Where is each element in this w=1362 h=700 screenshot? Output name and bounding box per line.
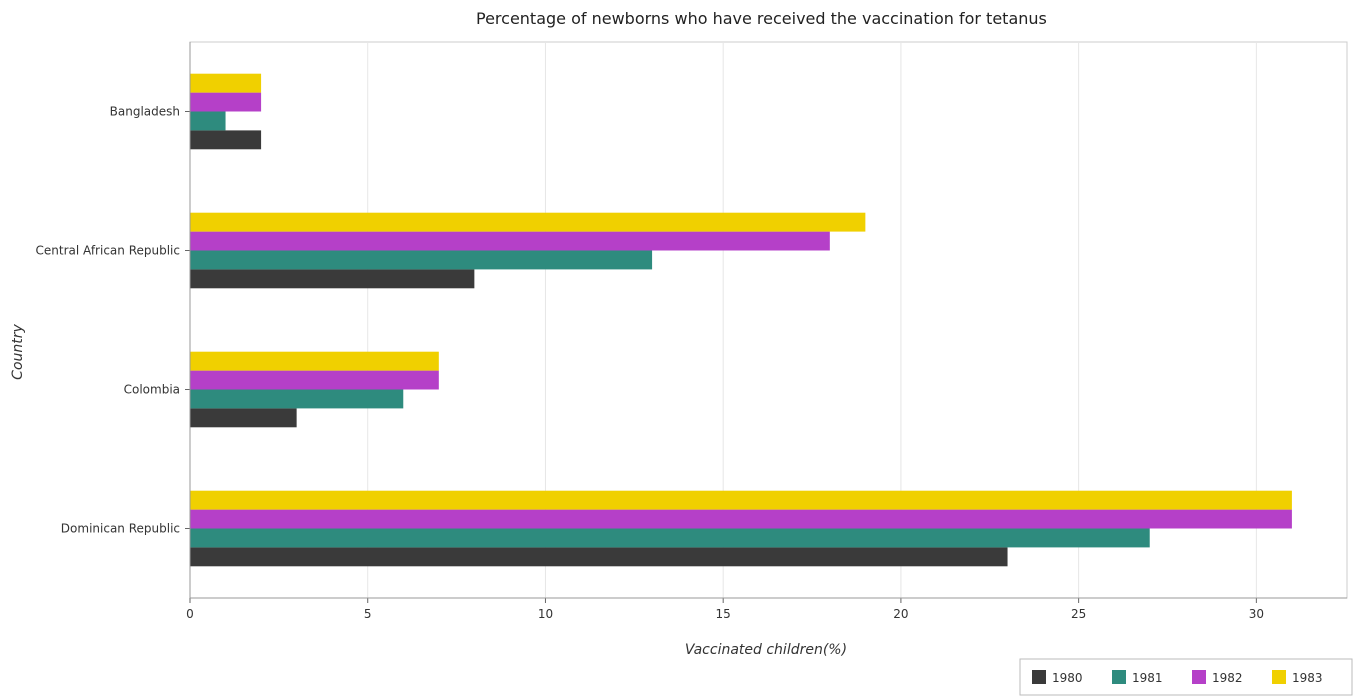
x-tick-label: 5: [364, 607, 372, 621]
bar: [190, 111, 226, 131]
bar: [190, 231, 830, 251]
y-tick-label: Bangladesh: [110, 105, 180, 119]
bar: [190, 73, 262, 93]
legend-swatch: [1192, 670, 1206, 684]
x-tick-label: 0: [186, 607, 194, 621]
legend-label: 1980: [1052, 671, 1083, 685]
bar: [190, 92, 262, 112]
bar: [190, 547, 1008, 567]
y-tick-label: Central African Republic: [36, 244, 180, 258]
bar: [190, 351, 439, 371]
bar: [190, 490, 1292, 510]
y-tick-label: Dominican Republic: [61, 522, 180, 536]
legend-swatch: [1272, 670, 1286, 684]
bar: [190, 509, 1292, 529]
legend-label: 1982: [1212, 671, 1243, 685]
x-axis-label: Vaccinated children(%): [685, 642, 847, 658]
chart-title: Percentage of newborns who have received…: [476, 9, 1047, 28]
legend-label: 1981: [1132, 671, 1163, 685]
bar: [190, 370, 439, 390]
bar: [190, 250, 653, 270]
bar: [190, 269, 475, 289]
legend-swatch: [1112, 670, 1126, 684]
x-tick-label: 30: [1249, 607, 1264, 621]
legend: 1980 1981 1982 1983: [1019, 658, 1353, 696]
plot-area: 0 5 10 15 20 25 30 Bangladesh Central African Re…: [36, 41, 1348, 621]
y-axis-label: Country: [10, 323, 26, 379]
legend-swatch: [1032, 670, 1046, 684]
bar: [190, 528, 1150, 548]
bar: [190, 389, 404, 409]
x-tick-label: 20: [893, 607, 908, 621]
legend-box: [1019, 658, 1353, 696]
x-tick-label: 25: [1071, 607, 1086, 621]
bar: [190, 408, 297, 428]
bar: [190, 130, 262, 150]
x-tick-label: 15: [716, 607, 731, 621]
x-tick-label: 10: [538, 607, 553, 621]
legend-label: 1983: [1292, 671, 1323, 685]
y-tick-label: Colombia: [124, 383, 180, 397]
bar: [190, 212, 866, 232]
